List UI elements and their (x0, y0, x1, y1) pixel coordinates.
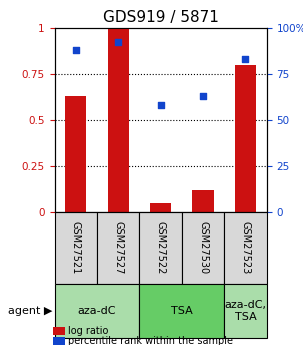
Text: GSM27521: GSM27521 (71, 221, 81, 275)
Point (158, 102, 163, 108)
Text: TSA: TSA (171, 306, 193, 316)
Point (201, 93, 205, 99)
Text: aza-dC,
TSA: aza-dC, TSA (225, 300, 266, 322)
Text: GSM27527: GSM27527 (113, 221, 123, 275)
Title: GDS919 / 5871: GDS919 / 5871 (103, 10, 218, 25)
FancyBboxPatch shape (224, 212, 267, 284)
FancyBboxPatch shape (55, 212, 97, 284)
FancyBboxPatch shape (224, 284, 267, 338)
Text: GSM27530: GSM27530 (198, 221, 208, 275)
FancyBboxPatch shape (97, 212, 139, 284)
Bar (150, 203, 171, 212)
Bar (65, 96, 86, 212)
FancyBboxPatch shape (182, 212, 224, 284)
Text: percentile rank within the sample: percentile rank within the sample (68, 336, 233, 345)
Bar (108, 28, 129, 212)
Text: aza-dC: aza-dC (78, 306, 116, 316)
FancyBboxPatch shape (139, 284, 224, 338)
Text: log ratio: log ratio (68, 326, 108, 336)
Point (243, 56, 248, 62)
Text: GSM27523: GSM27523 (240, 221, 251, 275)
FancyBboxPatch shape (55, 284, 139, 338)
Text: GSM27522: GSM27522 (155, 221, 166, 275)
Bar (235, 65, 256, 212)
Point (116, 40, 121, 45)
Point (73, 47, 78, 52)
Bar (192, 190, 214, 212)
FancyBboxPatch shape (139, 212, 182, 284)
Text: agent ▶: agent ▶ (8, 306, 52, 316)
